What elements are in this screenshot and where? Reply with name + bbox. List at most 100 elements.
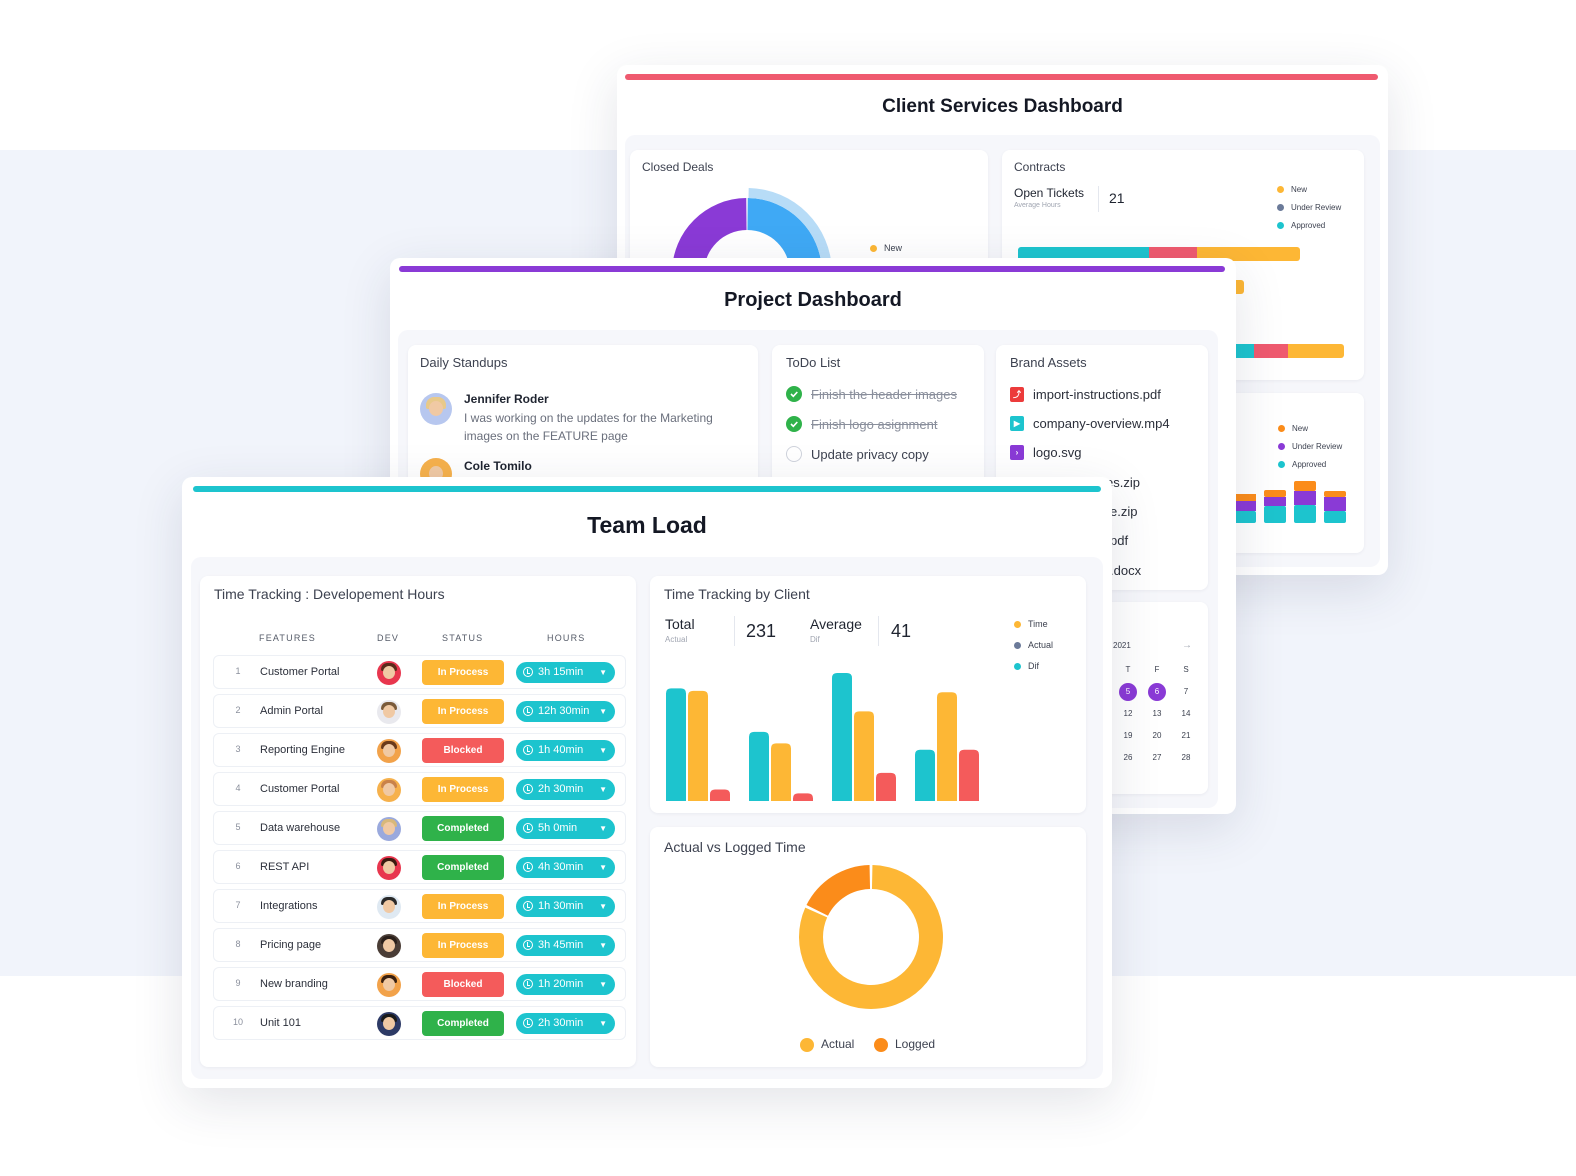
actual-vs-logged-card: Actual vs Logged Time Actual Logged: [650, 827, 1086, 1067]
check-icon[interactable]: [786, 416, 802, 432]
calendar-day[interactable]: 26: [1123, 753, 1133, 762]
asset-name: e.zip: [1110, 504, 1138, 519]
table-row[interactable]: 5 Data warehouse Completed 5h 0min ▼: [213, 811, 626, 845]
table-row[interactable]: 7 Integrations In Process 1h 30min ▼: [213, 889, 626, 923]
table-row[interactable]: 3 Reporting Engine Blocked 1h 40min ▼: [213, 733, 626, 767]
calendar-day[interactable]: 12: [1123, 709, 1133, 718]
client-bar-chart: [666, 673, 979, 801]
row-number: 1: [235, 666, 241, 676]
avatar[interactable]: [377, 934, 401, 958]
avatar[interactable]: [377, 1012, 401, 1036]
todo-text: Finish logo asignment: [811, 416, 938, 432]
avatar[interactable]: [377, 700, 401, 724]
status-badge: In Process: [422, 660, 504, 685]
hours-dropdown[interactable]: 3h 45min ▼: [516, 935, 615, 956]
bar-dif[interactable]: [959, 749, 979, 801]
check-icon[interactable]: [786, 386, 802, 402]
todo-item[interactable]: Update privacy copy: [786, 446, 929, 462]
calendar-weekday: F: [1154, 665, 1160, 674]
table-row[interactable]: 10 Unit 101 Completed 2h 30min ▼: [213, 1006, 626, 1040]
asset-file[interactable]: ⤴ import-instructions.pdf: [1010, 387, 1161, 402]
asset-file[interactable]: › logo.svg: [1010, 445, 1081, 460]
bar-actual[interactable]: [749, 731, 769, 801]
total-sub: Actual: [665, 635, 688, 644]
table-row[interactable]: 4 Customer Portal In Process 2h 30min ▼: [213, 772, 626, 806]
time-by-client-card: Time Tracking by Client Total Actual 231…: [650, 576, 1086, 813]
calendar-day[interactable]: 20: [1152, 731, 1162, 740]
hours-dropdown[interactable]: 1h 30min ▼: [516, 896, 615, 917]
slice[interactable]: [672, 198, 747, 273]
legend-dot: [1014, 663, 1021, 671]
bar-time[interactable]: [937, 692, 957, 801]
bar-time[interactable]: [854, 711, 874, 801]
legend-label: Time: [1028, 619, 1048, 629]
hours-value: 1h 30min: [538, 900, 584, 912]
chevron-down-icon: ▼: [599, 863, 607, 872]
todo-text: Update privacy copy: [811, 446, 929, 462]
asset-file-partial[interactable]: .docx: [1110, 563, 1141, 578]
calendar-day[interactable]: 27: [1152, 753, 1162, 762]
card-title: Actual vs Logged Time: [664, 839, 806, 855]
avatar[interactable]: [377, 661, 401, 685]
avatar[interactable]: [377, 817, 401, 841]
calendar-day[interactable]: 14: [1181, 709, 1191, 718]
avatar[interactable]: [377, 856, 401, 880]
slice-logged[interactable]: [806, 865, 871, 916]
table-row[interactable]: 6 REST API Completed 4h 30min ▼: [213, 850, 626, 884]
calendar-day[interactable]: 28: [1181, 753, 1191, 762]
calendar-day[interactable]: 21: [1181, 731, 1191, 740]
asset-name: logo.svg: [1033, 445, 1082, 460]
hours-dropdown[interactable]: 5h 0min ▼: [516, 818, 615, 839]
avatar[interactable]: [377, 895, 401, 919]
asset-name: pdf: [1110, 533, 1129, 548]
panel-accent-stripe: [625, 74, 1378, 80]
slice-actual[interactable]: [799, 865, 943, 1009]
calendar-weekday: S: [1183, 665, 1189, 674]
bar-time[interactable]: [688, 690, 708, 801]
table-row[interactable]: 1 Customer Portal In Process 3h 15min ▼: [213, 655, 626, 689]
avatar[interactable]: [377, 973, 401, 997]
arrow-right-icon[interactable]: →: [1182, 640, 1192, 651]
hours-dropdown[interactable]: 12h 30min ▼: [516, 701, 615, 722]
hours-dropdown[interactable]: 1h 20min ▼: [516, 974, 615, 995]
calendar-day[interactable]: 19: [1123, 731, 1133, 740]
asset-file-partial[interactable]: es.zip: [1106, 475, 1140, 490]
calendar-day[interactable]: 13: [1152, 709, 1162, 718]
hours-dropdown[interactable]: 3h 15min ▼: [516, 662, 615, 683]
average-label: Average: [810, 616, 862, 632]
legend-label: Dif: [1028, 661, 1039, 671]
bar-dif[interactable]: [793, 793, 813, 801]
todo-item[interactable]: Finish the header images: [786, 386, 957, 402]
avatar[interactable]: [377, 739, 401, 763]
open-tickets-sub: Average Hours: [1014, 202, 1061, 209]
row-number: 9: [235, 978, 241, 988]
calendar-day-selected[interactable]: 6: [1148, 683, 1166, 701]
checkbox-icon[interactable]: [786, 446, 802, 462]
todo-item[interactable]: Finish logo asignment: [786, 416, 937, 432]
legend-dot: [1278, 461, 1285, 469]
bar-time[interactable]: [771, 743, 791, 801]
bar-dif[interactable]: [876, 772, 896, 801]
asset-file-partial[interactable]: pdf: [1110, 533, 1128, 548]
hours-dropdown[interactable]: 1h 40min ▼: [516, 740, 615, 761]
bar-actual[interactable]: [832, 673, 852, 801]
hours-dropdown[interactable]: 4h 30min ▼: [516, 857, 615, 878]
table-row[interactable]: 2 Admin Portal In Process 12h 30min ▼: [213, 694, 626, 728]
table-row[interactable]: 8 Pricing page In Process 3h 45min ▼: [213, 928, 626, 962]
calendar-day[interactable]: 7: [1183, 687, 1189, 696]
bar-actual[interactable]: [666, 688, 686, 801]
hours-dropdown[interactable]: 2h 30min ▼: [516, 779, 615, 800]
bar-dif[interactable]: [710, 789, 730, 801]
slice[interactable]: [747, 198, 822, 273]
feature-name: Integrations: [260, 900, 318, 912]
bar-actual[interactable]: [915, 749, 935, 801]
asset-name: .docx: [1110, 563, 1142, 578]
asset-file[interactable]: ▶ company-overview.mp4: [1010, 416, 1170, 431]
legend-label: Under Review: [1292, 442, 1343, 451]
asset-file-partial[interactable]: e.zip: [1110, 504, 1137, 519]
legend-item: Dif: [1014, 661, 1039, 671]
hours-dropdown[interactable]: 2h 30min ▼: [516, 1013, 615, 1034]
avatar[interactable]: [377, 778, 401, 802]
calendar-day-selected[interactable]: 5: [1119, 683, 1137, 701]
table-row[interactable]: 9 New branding Blocked 1h 20min ▼: [213, 967, 626, 1001]
